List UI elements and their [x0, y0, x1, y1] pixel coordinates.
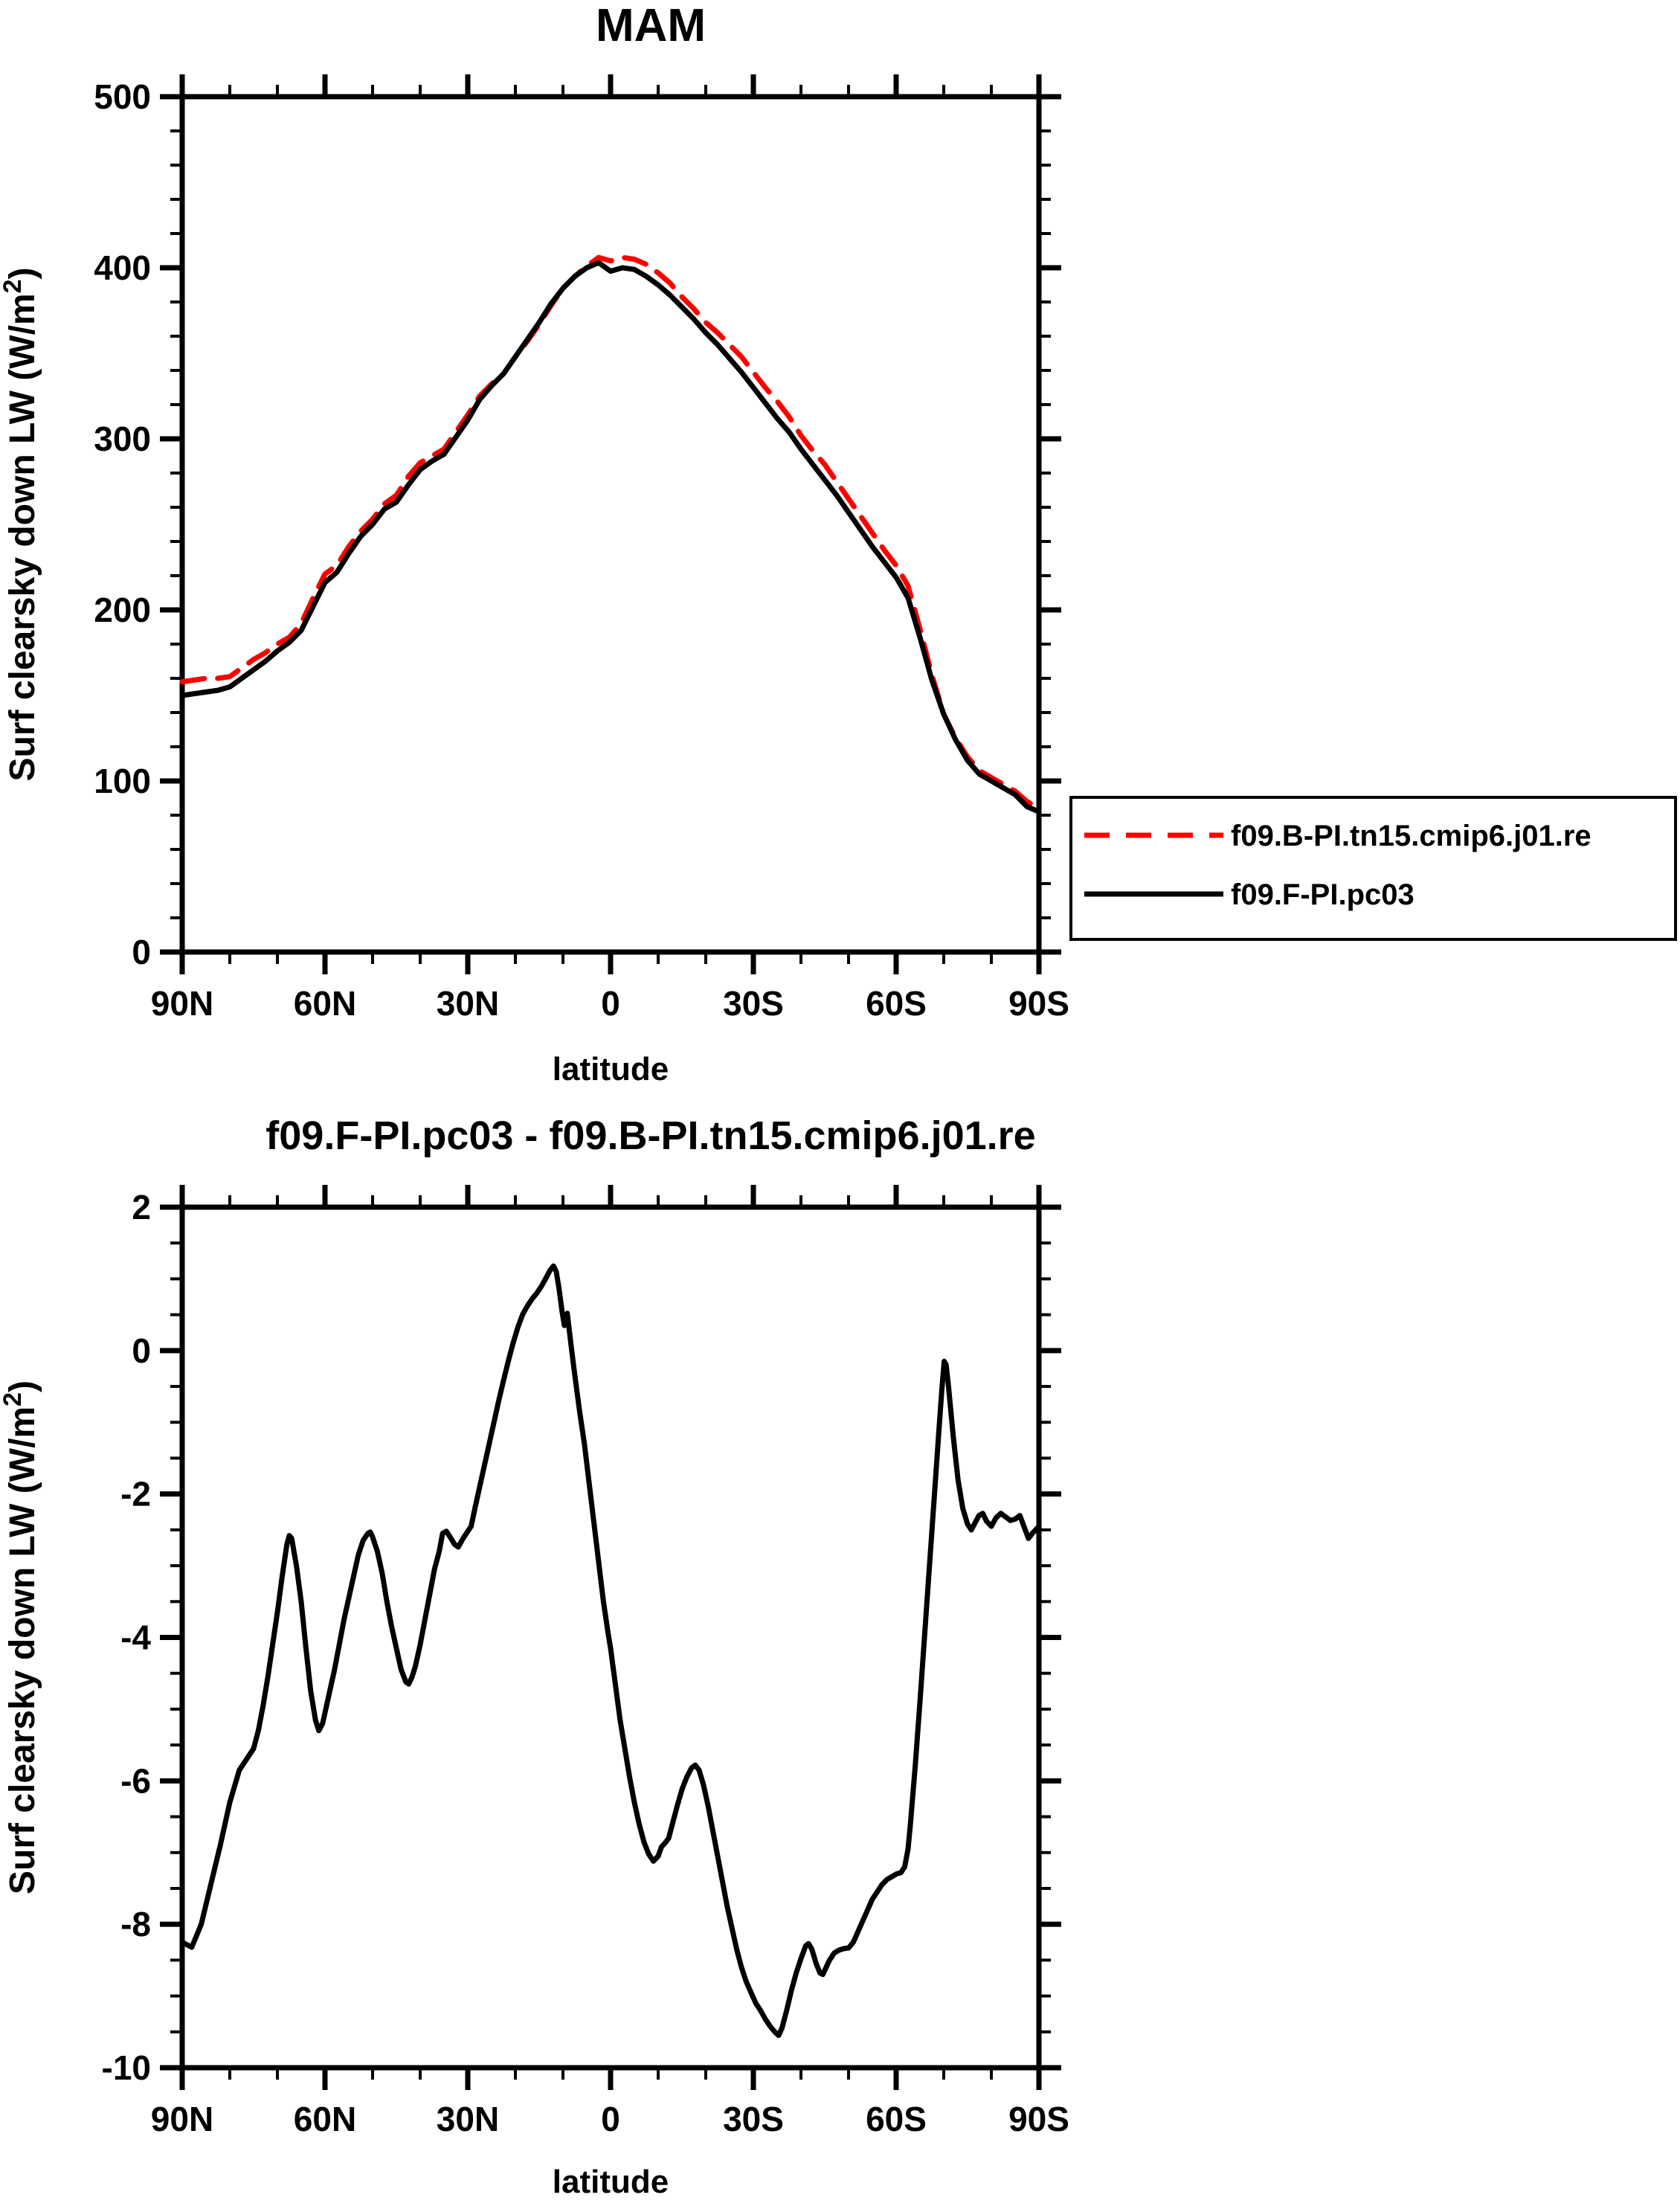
y-tick-label: 100 — [94, 762, 151, 800]
y-tick-label: 300 — [94, 419, 151, 458]
x-tick-label: 90N — [151, 984, 213, 1023]
x-tick-label: 0 — [601, 984, 620, 1023]
x-axis-label: latitude — [553, 1051, 669, 1087]
legend: f09.B-PI.tn15.cmip6.j01.re f09.F-PI.pc03 — [1069, 796, 1677, 941]
y-tick-label: 200 — [94, 591, 151, 629]
axis-ticks — [160, 74, 1061, 974]
series-line-f09-b-pi-tn15-cmip6-j01-re — [179, 254, 1042, 811]
legend-label: f09.F-PI.pc03 — [1231, 878, 1415, 911]
y-tick-label: 400 — [94, 248, 151, 287]
y-tick-label: 0 — [132, 1331, 151, 1370]
chart-title: MAM — [596, 0, 706, 51]
x-tick-label: 60N — [294, 2100, 356, 2138]
x-axis-label: latitude — [553, 2164, 669, 2200]
difference-chart: 90N 60N 30N 0 30S 60S 90S 2 0 -2 -4 -6 -8 -10 f09.F-PI… — [0, 1113, 1069, 2200]
x-tick-label: 60N — [294, 984, 356, 1023]
legend-label: f09.B-PI.tn15.cmip6.j01.re — [1231, 820, 1592, 852]
y-tick-label: -2 — [120, 1475, 151, 1514]
x-tick-label: 30N — [437, 984, 499, 1023]
x-tick-label: 60S — [866, 2100, 927, 2138]
y-tick-label: 2 — [132, 1188, 151, 1226]
x-tick-label: 90S — [1008, 2100, 1069, 2138]
x-tick-label: 30N — [437, 2100, 499, 2138]
x-tick-label: 90N — [151, 2100, 213, 2138]
legend-entry: f09.F-PI.pc03 — [1084, 878, 1415, 911]
legend-box — [1069, 796, 1677, 941]
x-tick-label: 30S — [723, 2100, 784, 2138]
x-tick-label: 90S — [1008, 984, 1069, 1023]
y-tick-label: 500 — [94, 77, 151, 116]
axis-ticks — [160, 1185, 1061, 2090]
legend-entry: f09.B-PI.tn15.cmip6.j01.re — [1084, 820, 1592, 852]
top-chart: 90N 60N 30N 0 30S 60S 90S 0 100 200 300 400 500 MAM la… — [0, 0, 1069, 1087]
series-line-f09-f-pi-pc03-f09-b-pi-tn15-cmip6-j01-re — [179, 1263, 1042, 2039]
y-axis-label: Surf clearsky down LW (W/m2) — [0, 1380, 42, 1894]
y-tick-label: -4 — [120, 1618, 151, 1657]
x-tick-label: 60S — [866, 984, 927, 1023]
x-tick-label: 0 — [601, 2100, 620, 2138]
y-tick-label: 0 — [132, 933, 151, 971]
y-tick-label: -6 — [120, 1761, 151, 1800]
y-axis-label: Surf clearsky down LW (W/m2) — [0, 267, 42, 781]
x-tick-label: 30S — [723, 984, 784, 1023]
series-line-f09-f-pi-pc03 — [179, 260, 1042, 814]
y-tick-label: -8 — [120, 1905, 151, 1943]
y-tick-label: -10 — [102, 2048, 151, 2087]
chart-title: f09.F-PI.pc03 - f09.B-PI.tn15.cmip6.j01.… — [265, 1113, 1035, 1158]
